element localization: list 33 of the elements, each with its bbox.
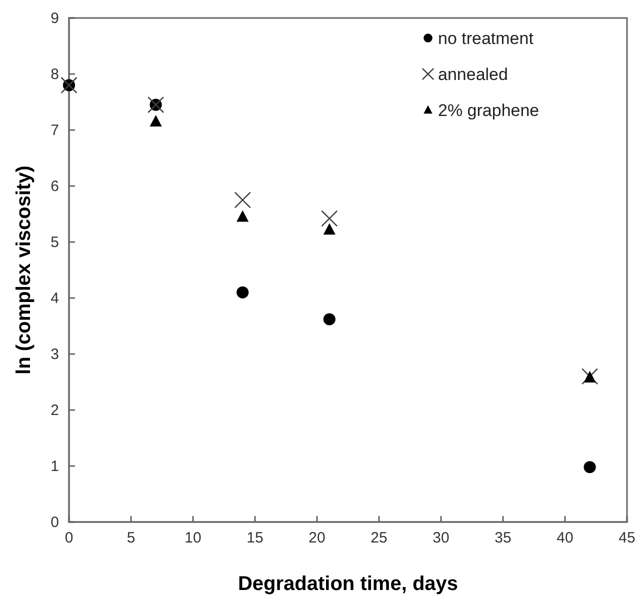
y-tick-label: 6 [50, 178, 59, 195]
point [323, 223, 336, 235]
point [236, 286, 249, 298]
point [236, 210, 249, 222]
x-tick-label: 5 [126, 530, 136, 547]
y-tick-label: 1 [50, 458, 59, 475]
y-tick-label: 8 [50, 66, 59, 83]
y-tick-label: 3 [50, 346, 59, 363]
y-tick-label: 7 [50, 122, 59, 139]
y-tick-label: 2 [50, 402, 59, 419]
y-axis-title: ln (complex viscosity) [13, 166, 35, 374]
point [321, 210, 338, 227]
legend-label: no treatment [438, 29, 534, 48]
x-tick-label: 45 [618, 530, 636, 547]
point [584, 461, 596, 474]
x-tick-label: 25 [370, 530, 388, 547]
y-tick-label: 5 [50, 234, 59, 251]
x-tick-label: 35 [494, 530, 512, 547]
x-tick-label: 15 [246, 530, 264, 547]
y-tick-label: 9 [50, 10, 59, 27]
point [323, 313, 336, 326]
legend-label: 2% graphene [438, 101, 540, 120]
x-tick-label: 10 [184, 530, 202, 547]
point [150, 115, 162, 127]
x-tick-label: 30 [432, 530, 450, 547]
point [234, 192, 251, 208]
legend-label: annealed [438, 65, 508, 84]
x-axis-title: Degradation time, days [238, 573, 458, 595]
x-tick-label: 0 [64, 530, 74, 547]
y-tick-label: 4 [50, 290, 59, 307]
x-tick-label: 40 [556, 530, 574, 547]
y-tick-label: 0 [50, 514, 59, 531]
x-tick-label: 20 [308, 530, 326, 547]
